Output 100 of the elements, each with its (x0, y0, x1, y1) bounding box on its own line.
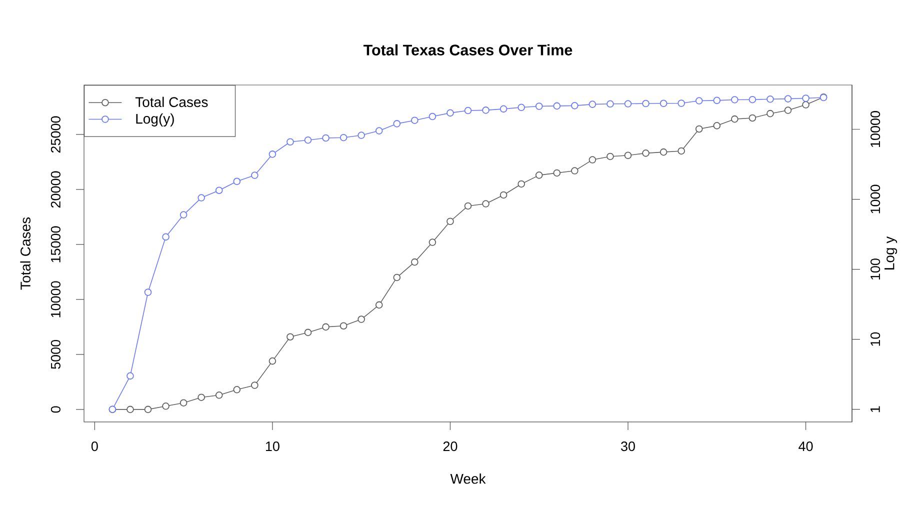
y-tick-label: 0 (50, 406, 60, 413)
point (571, 167, 578, 174)
y-tick-label: 10000 (50, 281, 60, 318)
point (162, 233, 170, 241)
point (286, 333, 294, 341)
point (518, 104, 525, 112)
point (446, 218, 454, 226)
legend-label: Total Cases (135, 96, 208, 108)
point (375, 301, 383, 309)
legend-label: Log(y) (136, 113, 174, 126)
point (251, 382, 258, 389)
chart-title: Total Texas Cases Over Time (363, 44, 572, 56)
point (233, 178, 241, 186)
point (304, 136, 312, 144)
point (802, 101, 810, 108)
point (748, 96, 756, 104)
point (233, 386, 241, 394)
point (180, 211, 188, 218)
point (286, 138, 294, 146)
point (428, 112, 436, 120)
point (375, 127, 383, 134)
point (678, 147, 685, 155)
point (784, 106, 792, 114)
y-tick-label: 15000 (50, 226, 60, 262)
point (322, 134, 330, 142)
point (428, 238, 436, 246)
point (126, 372, 134, 380)
point (695, 125, 703, 133)
point (713, 122, 721, 130)
point (268, 357, 276, 365)
point (518, 180, 525, 188)
y2-tick-label: 100 (870, 258, 880, 280)
point (500, 191, 508, 199)
point (713, 96, 721, 104)
point (731, 115, 738, 123)
point (393, 120, 401, 128)
point (358, 132, 365, 139)
point (553, 169, 561, 177)
point (571, 102, 578, 110)
point (126, 406, 134, 414)
point (340, 134, 348, 142)
point (322, 323, 330, 331)
point (144, 406, 152, 414)
x-tick-label: 30 (621, 442, 635, 452)
point (198, 194, 205, 202)
point (215, 186, 223, 194)
point (660, 100, 668, 108)
point (642, 150, 650, 157)
x-tick-label: 40 (798, 442, 813, 452)
y2-axis-title: Log y (884, 236, 898, 270)
point (144, 288, 152, 296)
y-tick-label: 25000 (50, 116, 60, 153)
point (464, 202, 472, 210)
point (162, 402, 170, 410)
point (446, 109, 454, 117)
point (358, 316, 365, 323)
x-tick-label: 10 (266, 442, 280, 452)
point (464, 106, 472, 114)
point (766, 110, 774, 118)
point (482, 200, 490, 208)
point (802, 94, 810, 102)
point (198, 394, 205, 401)
point (180, 399, 188, 406)
point (304, 328, 312, 336)
point (766, 95, 774, 103)
point (731, 96, 738, 104)
x-tick-label: 20 (443, 442, 458, 452)
y2-tick-label: 10 (870, 332, 880, 346)
x-tick-label: 0 (91, 442, 98, 452)
y2-tick-label: 10000 (870, 111, 880, 147)
point (588, 100, 596, 108)
point (393, 274, 401, 282)
point (678, 100, 685, 107)
point (642, 100, 650, 108)
point (606, 152, 614, 160)
point (482, 106, 490, 114)
point (748, 114, 756, 122)
y2-tick-label: 1000 (870, 184, 880, 214)
point (411, 116, 418, 124)
y-axis-title: Total Cases (20, 217, 30, 290)
point (215, 392, 223, 399)
point (251, 172, 258, 179)
point (535, 172, 543, 179)
point (588, 156, 596, 164)
point (535, 102, 543, 110)
point (606, 100, 614, 108)
x-axis-title: Week (450, 474, 486, 484)
point (500, 105, 508, 113)
point (553, 102, 561, 110)
point (695, 97, 703, 104)
point (411, 258, 418, 266)
point (784, 95, 792, 102)
point (660, 148, 668, 156)
point (624, 152, 632, 160)
y-tick-label: 20000 (50, 171, 60, 208)
y-tick-label: 5000 (50, 340, 60, 369)
point (268, 150, 276, 158)
y2-tick-label: 1 (870, 406, 880, 412)
point (340, 322, 348, 330)
point (624, 100, 632, 108)
